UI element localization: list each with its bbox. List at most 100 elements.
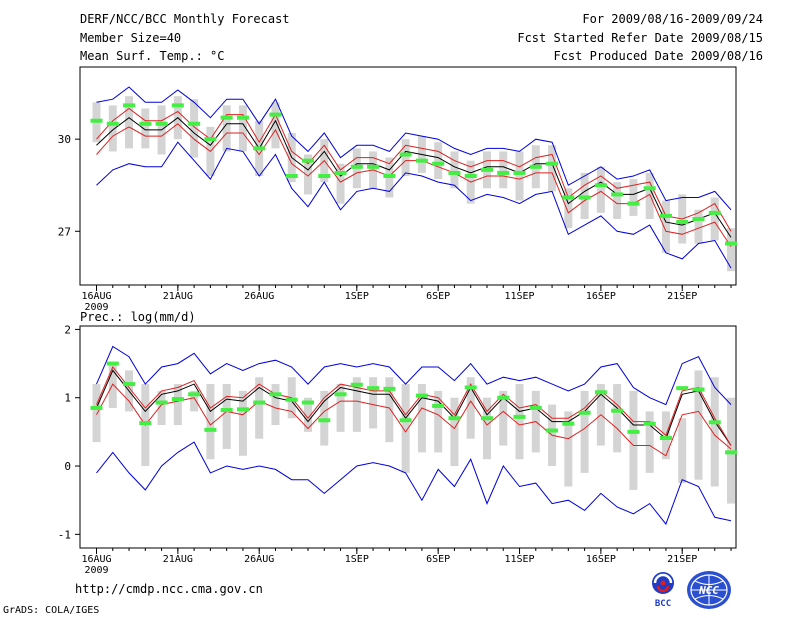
temperature-xtick-label: 21AUG bbox=[163, 291, 193, 302]
precipitation-box bbox=[385, 377, 394, 443]
ncc-logo-icon: NCC bbox=[687, 571, 731, 609]
precipitation-box bbox=[222, 384, 231, 449]
temperature-median-marker bbox=[285, 174, 298, 178]
precipitation-median-marker bbox=[367, 386, 380, 391]
precipitation-median-marker bbox=[220, 408, 233, 413]
precipitation-median-marker bbox=[106, 361, 119, 366]
member-size-label: Member Size=40 bbox=[80, 31, 182, 45]
temperature-box bbox=[108, 105, 117, 152]
precipitation-box bbox=[108, 363, 117, 408]
precip-panel-label: Prec.: log(mm/d) bbox=[80, 310, 196, 324]
precipitation-xtick-label: 16SEP bbox=[586, 554, 616, 565]
footer-url[interactable]: http://cmdp.ncc.cma.gov.cn bbox=[75, 582, 263, 596]
precipitation-box bbox=[580, 390, 589, 473]
temperature-median-marker bbox=[90, 118, 103, 123]
temperature-box bbox=[499, 151, 508, 189]
temperature-box bbox=[190, 99, 199, 158]
temperature-ytick-label: 30 bbox=[58, 133, 71, 146]
temperature-box bbox=[596, 166, 605, 213]
precipitation-box bbox=[417, 384, 426, 453]
precipitation-box bbox=[678, 418, 687, 484]
temperature-median-marker bbox=[106, 121, 119, 126]
precipitation-ytick-label: 2 bbox=[64, 323, 71, 336]
precipitation-box bbox=[157, 390, 166, 426]
precipitation-median-marker bbox=[594, 390, 607, 395]
precipitation-box bbox=[352, 377, 361, 432]
precipitation-xtick-label: 21SEP bbox=[667, 554, 697, 565]
precipitation-median-marker bbox=[708, 420, 721, 425]
temperature-ytick-label: 27 bbox=[58, 225, 71, 238]
temperature-box bbox=[661, 200, 670, 253]
temperature-median-marker bbox=[643, 186, 656, 191]
grads-credit: GrADS: COLA/IGES bbox=[3, 605, 100, 616]
precipitation-median-marker bbox=[480, 416, 493, 421]
precipitation-xtick-label: 21AUG bbox=[163, 554, 193, 565]
temperature-median-marker bbox=[464, 174, 477, 178]
precipitation-min-line bbox=[96, 441, 732, 526]
temperature-upper-spread-line bbox=[96, 107, 732, 232]
temperature-median-marker bbox=[399, 152, 412, 157]
temperature-median-marker bbox=[578, 195, 591, 200]
precipitation-median-marker bbox=[139, 420, 152, 425]
precipitation-median-marker bbox=[725, 450, 738, 455]
temperature-min-line bbox=[96, 141, 732, 269]
precipitation-box bbox=[645, 411, 654, 473]
precipitation-box bbox=[450, 397, 459, 467]
temperature-median-marker bbox=[188, 121, 201, 126]
precipitation-xtick-label: 6SEP bbox=[426, 554, 450, 565]
fcst-produced-date: Fcst Produced Date 2009/08/16 bbox=[553, 49, 763, 63]
precipitation-median-marker bbox=[611, 408, 624, 413]
precipitation-frame bbox=[79, 325, 737, 549]
temperature-box bbox=[710, 197, 719, 241]
temperature-xtick-label: 21SEP bbox=[667, 291, 697, 302]
precipitation-median-marker bbox=[171, 397, 184, 402]
temperature-median-marker bbox=[594, 183, 607, 188]
precipitation-upper-spread-line bbox=[96, 366, 732, 446]
temperature-median-marker bbox=[627, 201, 640, 206]
precipitation-median-marker bbox=[285, 397, 298, 402]
precipitation-box bbox=[304, 397, 313, 432]
precipitation-box bbox=[482, 397, 491, 460]
ncc-logo: NCC bbox=[685, 570, 733, 610]
temperature-median-marker bbox=[708, 210, 721, 215]
temperature-xtick-label: 26AUG bbox=[244, 291, 274, 302]
precipitation-median-marker bbox=[236, 407, 249, 412]
precipitation-box bbox=[190, 390, 199, 412]
temperature-box bbox=[548, 145, 557, 192]
precipitation-box bbox=[92, 384, 101, 443]
precipitation-box bbox=[173, 384, 182, 426]
precipitation-box bbox=[336, 384, 345, 432]
temperature-box bbox=[515, 151, 524, 201]
precipitation-box bbox=[710, 377, 719, 487]
precipitation-box bbox=[515, 384, 524, 460]
precipitation-median-marker bbox=[643, 421, 656, 426]
temperature-box bbox=[304, 154, 313, 195]
temperature-median-marker bbox=[611, 192, 624, 197]
temperature-median-marker bbox=[253, 146, 266, 151]
temperature-xtick-label: 6SEP bbox=[426, 291, 450, 302]
temperature-median-marker bbox=[692, 216, 705, 221]
precipitation-median-marker bbox=[350, 382, 363, 387]
precipitation-median-marker bbox=[676, 386, 689, 391]
temperature-median-marker bbox=[204, 137, 217, 142]
precipitation-median-marker bbox=[383, 386, 396, 391]
temperature-median-marker bbox=[318, 174, 331, 178]
precipitation-box bbox=[466, 377, 475, 439]
temperature-median-marker bbox=[171, 103, 184, 108]
precipitation-median-marker bbox=[464, 385, 477, 390]
temperature-median-marker bbox=[334, 170, 347, 175]
precipitation-median-marker bbox=[253, 400, 266, 405]
bcc-logo-text: BCC bbox=[655, 599, 671, 609]
precipitation-xtick-label: 26AUG bbox=[244, 554, 274, 565]
temperature-xtick-label: 1SEP bbox=[345, 291, 369, 302]
temperature-box bbox=[141, 108, 150, 149]
fcst-started-date: Fcst Started Refer Date 2009/08/15 bbox=[517, 31, 763, 45]
temperature-year-label: 2009 bbox=[84, 302, 108, 313]
temperature-box bbox=[222, 105, 231, 152]
temperature-box bbox=[645, 172, 654, 219]
precipitation-median-marker bbox=[448, 416, 461, 421]
temperature-lower-spread-line bbox=[96, 123, 732, 247]
temperature-median-marker bbox=[659, 213, 672, 218]
precipitation-median-marker bbox=[692, 387, 705, 392]
temperature-max-line bbox=[96, 86, 732, 211]
